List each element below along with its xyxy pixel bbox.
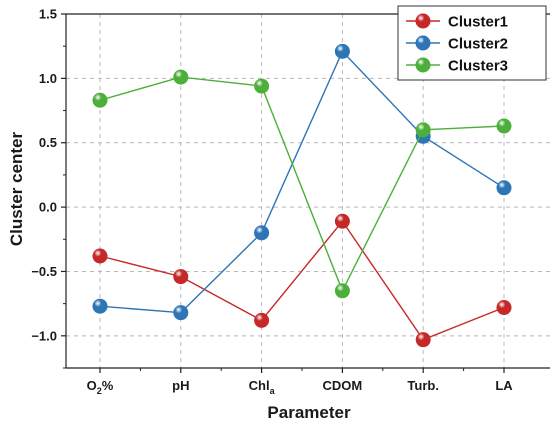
data-point-cluster3 xyxy=(496,118,512,134)
data-point-cluster1 xyxy=(415,332,431,348)
series-line-cluster3 xyxy=(99,76,505,293)
y-tick-label: −0.5 xyxy=(31,264,57,279)
y-tick-label: 0.0 xyxy=(39,200,57,215)
y-axis-title: Cluster center xyxy=(7,131,26,246)
y-tick-label: 1.5 xyxy=(39,7,57,22)
data-point-cluster3 xyxy=(92,92,108,108)
series-lines xyxy=(92,43,512,348)
x-tick-label: Turb. xyxy=(407,378,439,393)
x-tick-label: LA xyxy=(495,378,513,393)
data-point-cluster1 xyxy=(173,269,189,285)
legend-label: Cluster3 xyxy=(448,58,508,75)
axes xyxy=(61,13,550,373)
series-cluster2 xyxy=(92,43,512,321)
x-tick-label: pH xyxy=(172,378,189,393)
data-point-cluster2 xyxy=(173,305,189,321)
y-tick-label: −1.0 xyxy=(31,328,57,343)
legend-label: Cluster1 xyxy=(448,14,508,31)
legend-marker xyxy=(415,35,431,51)
data-point-cluster2 xyxy=(92,298,108,314)
series-line-cluster2 xyxy=(99,50,505,314)
data-point-cluster1 xyxy=(496,299,512,315)
series-cluster1 xyxy=(92,213,512,348)
data-point-cluster3 xyxy=(173,69,189,85)
x-tick-label: CDOM xyxy=(323,378,363,393)
y-tick-label: 1.0 xyxy=(39,71,57,86)
legend-label: Cluster2 xyxy=(448,36,508,53)
series-cluster3 xyxy=(92,69,512,299)
data-point-cluster1 xyxy=(254,312,270,328)
tick-labels: −1.0 −0.5 0.0 0.5 1.0 1.5 O2% pH Chla CDOM Turb. LA xyxy=(31,7,513,397)
x-tick-label: Chla xyxy=(249,378,276,396)
series-line-cluster1 xyxy=(99,220,505,341)
legend-marker xyxy=(415,57,431,73)
data-point-cluster1 xyxy=(92,248,108,264)
data-point-cluster2 xyxy=(254,225,270,241)
data-point-cluster3 xyxy=(254,78,270,94)
data-point-cluster3 xyxy=(334,283,350,299)
legend-marker xyxy=(415,13,431,29)
x-tick-label: O2% xyxy=(87,378,114,396)
data-point-cluster1 xyxy=(334,213,350,229)
legend: Cluster1 Cluster2 Cluster3 xyxy=(397,5,547,81)
data-point-cluster2 xyxy=(496,180,512,196)
y-tick-label: 0.5 xyxy=(39,135,57,150)
data-point-cluster3 xyxy=(415,122,431,138)
data-point-cluster2 xyxy=(334,43,350,59)
x-axis-title: Parameter xyxy=(267,403,351,422)
